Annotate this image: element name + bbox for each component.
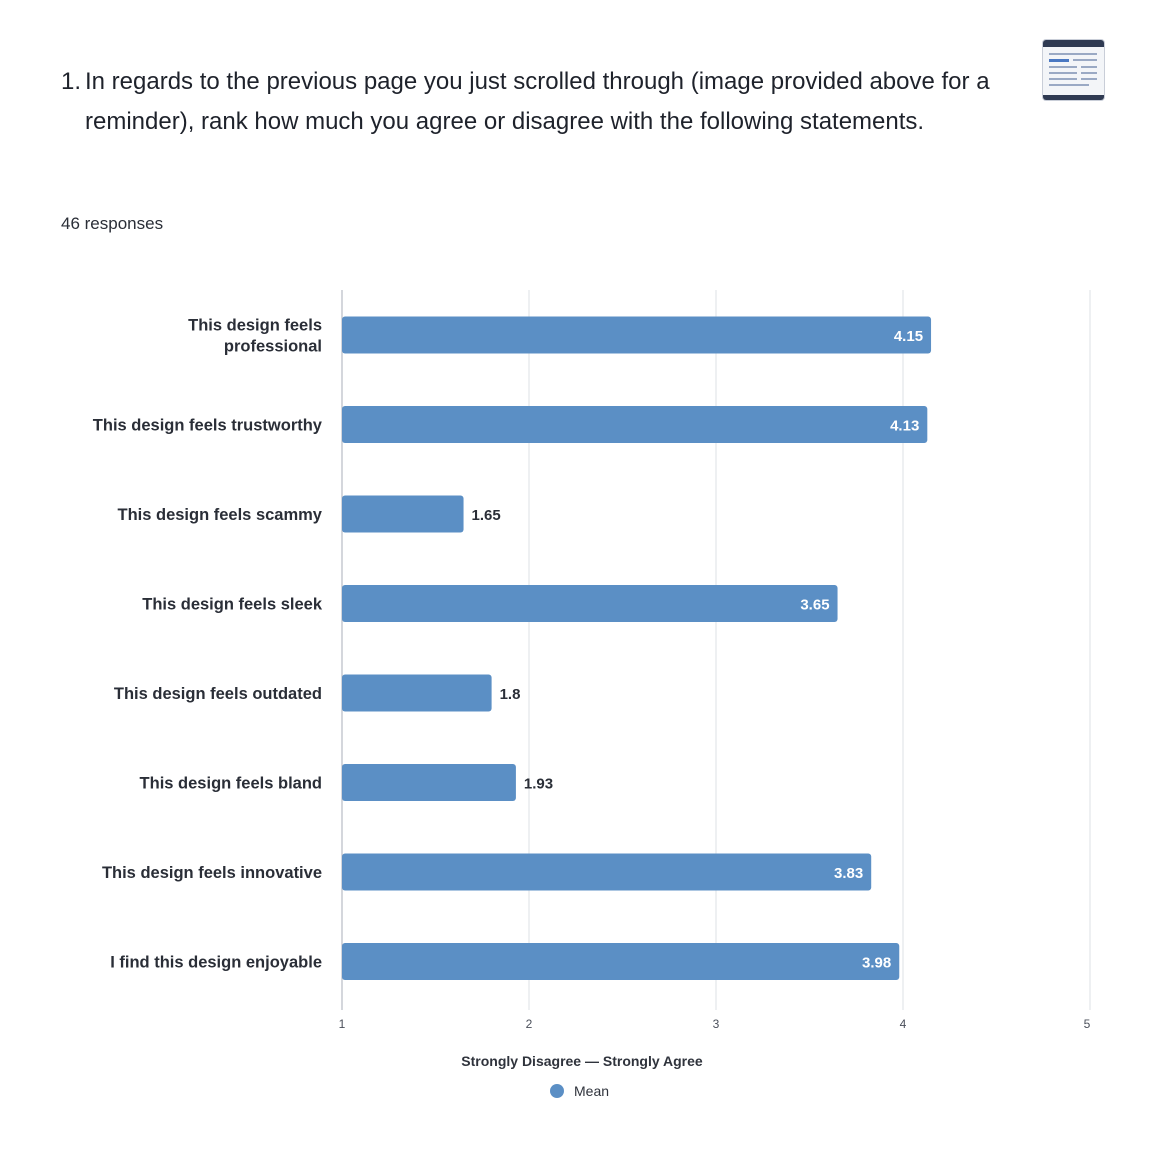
x-tick-label: 1 bbox=[339, 1017, 346, 1031]
bar-value-label: 1.8 bbox=[500, 686, 521, 703]
category-label: This design feels bbox=[188, 317, 322, 335]
category-label: This design feels innovative bbox=[102, 864, 322, 882]
page-thumbnail-icon[interactable] bbox=[1043, 40, 1104, 100]
bar bbox=[342, 585, 838, 622]
bar-value-label: 1.65 bbox=[472, 507, 501, 524]
bar bbox=[342, 943, 900, 980]
bar-value-label: 1.93 bbox=[524, 776, 553, 793]
x-tick-label: 5 bbox=[1084, 1017, 1091, 1031]
category-label: This design feels trustworthy bbox=[93, 417, 323, 435]
category-label: This design feels scammy bbox=[117, 506, 322, 524]
bar-value-label: 3.83 bbox=[834, 865, 863, 882]
response-count: 46 responses bbox=[61, 214, 164, 233]
category-label: This design feels outdated bbox=[114, 685, 322, 703]
question-number: 1. bbox=[61, 68, 82, 95]
bar bbox=[342, 764, 516, 801]
bar bbox=[342, 853, 872, 891]
bar-value-label: 4.15 bbox=[894, 328, 923, 345]
bar-value-label: 3.98 bbox=[862, 955, 891, 972]
x-axis-title: Strongly Disagree — Strongly Agree bbox=[461, 1053, 703, 1069]
question-text: In regards to the previous page you just… bbox=[85, 68, 990, 135]
category-label: This design feels sleek bbox=[142, 596, 323, 614]
bar bbox=[342, 406, 928, 443]
question-text-block: 1. In regards to the previous page you j… bbox=[61, 62, 1031, 142]
category-label: This design feels bland bbox=[140, 775, 322, 793]
legend-label: Mean bbox=[574, 1083, 609, 1099]
bar-value-label: 3.65 bbox=[800, 597, 829, 614]
bar bbox=[342, 674, 492, 712]
x-tick-label: 4 bbox=[900, 1017, 907, 1031]
category-label: professional bbox=[224, 338, 322, 356]
legend-swatch bbox=[550, 1084, 564, 1098]
bar bbox=[342, 316, 932, 354]
bar bbox=[342, 495, 464, 533]
x-tick-label: 2 bbox=[526, 1017, 533, 1031]
mean-bar-chart: 1 2 3 4 5 This design feels professional 4.15 Th… bbox=[93, 290, 1091, 1099]
category-label: I find this design enjoyable bbox=[110, 954, 322, 972]
x-tick-label: 3 bbox=[713, 1017, 720, 1031]
bar-value-label: 4.13 bbox=[890, 418, 919, 435]
